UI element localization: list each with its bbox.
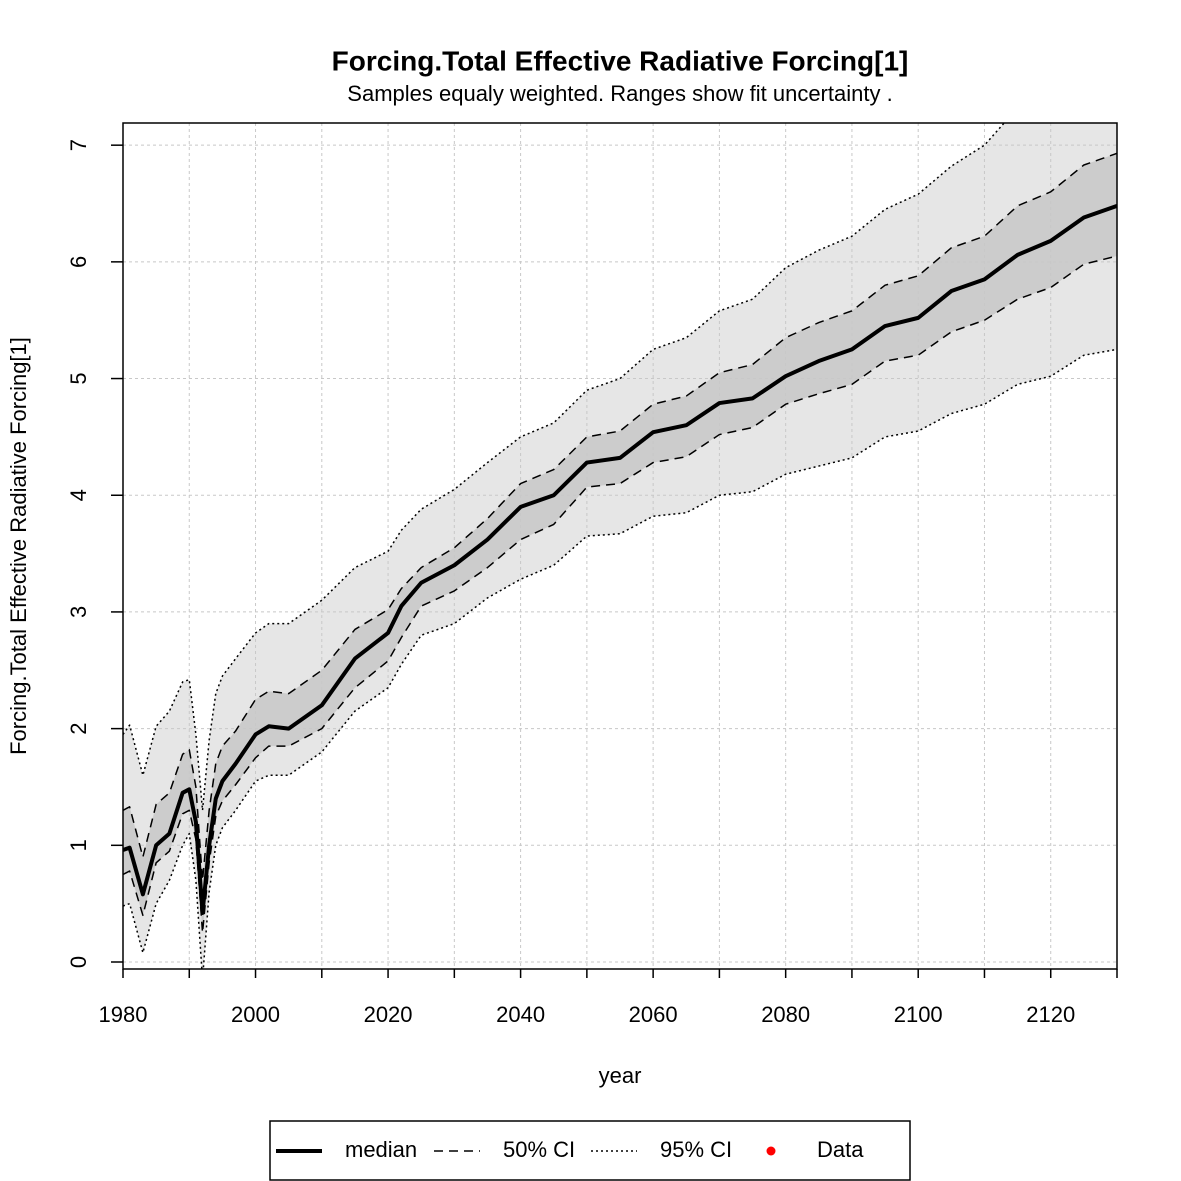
x-tick-label: 2120	[1026, 1002, 1075, 1027]
axes: 1980 2000 2020 2040 2060 2080 2100 2120 0 1 2 3 4 5 6 7	[66, 139, 1118, 1027]
x-tick-label: 2100	[894, 1002, 943, 1027]
legend-label: 95% CI	[660, 1137, 732, 1162]
x-tick-label: 1980	[99, 1002, 148, 1027]
x-tick-label: 2020	[364, 1002, 413, 1027]
chart-title: Forcing.Total Effective Radiative Forcin…	[332, 45, 909, 76]
y-tick-label: 1	[66, 839, 91, 851]
ci-line	[123, 348, 1117, 969]
bands	[123, 123, 1117, 969]
x-tick-label: 2000	[231, 1002, 280, 1027]
ci-band	[123, 153, 1117, 933]
grid	[122, 123, 1118, 969]
x-tick-label: 2040	[496, 1002, 545, 1027]
legend-label: Data	[817, 1137, 864, 1162]
y-axis-label: Forcing.Total Effective Radiative Forcin…	[6, 337, 31, 755]
lines	[123, 123, 1117, 969]
x-tick-label: 2060	[629, 1002, 678, 1027]
legend-label: median	[345, 1137, 417, 1162]
ci-line	[123, 152, 1117, 882]
legend-symbol	[766, 1146, 776, 1156]
median-line	[123, 203, 1117, 915]
y-tick-label: 0	[66, 956, 91, 968]
legend-label: 50% CI	[503, 1137, 575, 1162]
x-tick-label: 2080	[761, 1002, 810, 1027]
legend-items: median 50% CI 95% CI Data	[276, 1137, 864, 1162]
x-axis-label: year	[599, 1063, 642, 1088]
y-tick-label: 6	[66, 256, 91, 268]
chart-subtitle: Samples equaly weighted. Ranges show fit…	[347, 81, 892, 106]
plot-frame	[122, 122, 1118, 970]
y-tick-label: 2	[66, 722, 91, 734]
y-tick-label: 5	[66, 372, 91, 384]
y-tick-label: 7	[66, 139, 91, 151]
y-tick-label: 4	[66, 489, 91, 501]
y-tick-label: 3	[66, 606, 91, 618]
ci-line	[123, 255, 1117, 934]
legend	[269, 1120, 911, 1181]
